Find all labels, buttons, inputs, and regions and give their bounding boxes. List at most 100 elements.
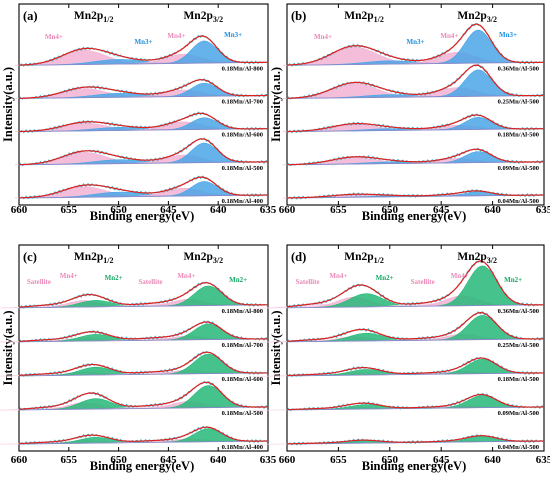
spectrum-2: 0.18Mn/Al-500	[282, 113, 545, 139]
spectrum-4: 0.18Mn/Al-400	[0, 425, 269, 451]
x-tick-label: 655	[61, 204, 78, 216]
background-line	[286, 338, 545, 343]
x-axis-label: Binding energy(eV)	[362, 209, 467, 223]
peak-label-mn2p12-main: Mn2p	[74, 251, 103, 263]
peak-label-mn2p32-sub: 3/2	[213, 15, 223, 24]
background-line	[18, 406, 269, 411]
envelope-line	[18, 176, 268, 199]
species-annotation: Mn4+	[329, 272, 347, 280]
x-tick-label: 640	[484, 204, 501, 216]
x-axis-label: Binding energy(eV)	[362, 459, 467, 473]
envelope-line	[18, 381, 268, 410]
peak-label-mn2p12-main: Mn2p	[74, 10, 103, 22]
sample-label: 0.18Mn/Al-800	[222, 65, 263, 72]
x-tick-label: 635	[260, 454, 277, 466]
spectrum-1: 0.18Mn/Al-700	[0, 320, 269, 349]
spectrum-0: 0.18Mn/Al-800	[14, 34, 269, 72]
species-annotation: Mn3+	[224, 31, 242, 39]
background-line	[286, 95, 545, 99]
spectrum-4: 0.04Mn/Al-500	[282, 189, 545, 205]
panel-tag: (c)	[23, 250, 37, 264]
envelope-line	[286, 312, 544, 342]
background-line	[18, 128, 269, 133]
spectrum-3: 0.18Mn/Al-500	[0, 380, 269, 417]
background-line	[286, 304, 545, 309]
x-tick-label: 655	[61, 454, 78, 466]
x-tick-label: 655	[330, 204, 347, 216]
sample-label: 0.18Mn/Al-500	[498, 132, 539, 139]
peak-label-mn2p32: Mn2p3/2	[183, 10, 223, 24]
x-tick-label: 660	[279, 204, 296, 216]
x-tick-label: 655	[330, 454, 347, 466]
sample-label: 0.18Mn/Al-400	[222, 444, 263, 451]
background-line	[18, 161, 269, 166]
peak-label-mn2p12-sub: 1/2	[103, 15, 113, 24]
sample-label: 0.18Mn/Al-600	[222, 376, 263, 383]
species-annotation: Mn4+	[45, 33, 63, 41]
spectrum-0: 0.36Mn/Al-500	[282, 22, 545, 72]
envelope-line	[286, 114, 544, 133]
plot-frame	[286, 3, 545, 206]
y-axis-label: Intensity(a.u.)	[1, 67, 15, 142]
peak-label-mn2p32-sub: 3/2	[487, 15, 497, 24]
spectrum-4: 0.18Mn/Al-400	[14, 175, 269, 205]
peak-label-mn2p32-sub: 3/2	[213, 256, 223, 265]
species-annotation: Mn2+	[504, 276, 522, 284]
peak-label-mn2p12-main: Mn2p	[344, 10, 373, 22]
sample-label: 0.09Mn/Al-500	[498, 165, 539, 172]
sample-label: 0.18Mn/Al-600	[222, 132, 263, 139]
envelope-line	[286, 393, 544, 411]
spectrum-2: 0.18Mn/Al-600	[14, 111, 269, 139]
sample-label: 0.36Mn/Al-500	[498, 65, 539, 72]
plot-frame	[18, 244, 269, 452]
species-annotation: Satellite	[411, 278, 435, 286]
spectrum-3: 0.09Mn/Al-500	[252, 392, 545, 417]
peak-label-mn2p32-main: Mn2p	[457, 10, 486, 22]
spectrum-2: 0.18Mn/Al-500	[252, 356, 545, 383]
species-annotation: Mn2+	[376, 274, 394, 282]
peak-label-mn2p12: Mn2p1/2	[74, 10, 114, 24]
peak-label-mn2p12-sub: 1/2	[374, 15, 384, 24]
spectrum-2: 0.18Mn/Al-600	[0, 350, 269, 383]
envelope-line	[18, 351, 268, 376]
peak-label-mn2p12: Mn2p1/2	[74, 251, 114, 265]
x-tick-label: 640	[210, 454, 227, 466]
panel-tag: (b)	[291, 9, 306, 23]
spectrum-4: 0.04Mn/Al-500	[252, 434, 545, 451]
plot-frame	[18, 3, 269, 206]
envelope-line	[18, 79, 268, 99]
peak-label-mn2p12-main: Mn2p	[344, 251, 373, 263]
panel-tag: (d)	[291, 250, 306, 264]
envelope-line	[286, 357, 544, 377]
x-tick-label: 660	[11, 454, 28, 466]
peak-label-mn2p32-main: Mn2p	[183, 10, 212, 22]
spectrum-0: 0.18Mn/Al-800	[0, 281, 269, 315]
x-tick-label: 640	[210, 204, 227, 216]
species-annotation: Mn2+	[105, 274, 123, 282]
sample-label: 0.04Mn/Al-500	[498, 444, 539, 451]
sample-label: 0.18Mn/Al-500	[222, 165, 263, 172]
x-tick-label: 645	[433, 454, 450, 466]
envelope-line	[286, 64, 544, 99]
species-annotation: Mn4+	[440, 32, 458, 40]
peak-label-mn2p32-sub: 3/2	[487, 256, 497, 265]
x-tick-label: 635	[536, 454, 550, 466]
envelope-line	[286, 260, 544, 308]
species-annotation: Mn4+	[314, 33, 332, 41]
species-annotation: Mn3+	[499, 31, 517, 39]
x-tick-label: 650	[110, 204, 127, 216]
background-line	[286, 61, 545, 66]
peak-label-mn2p32: Mn2p3/2	[457, 10, 497, 24]
sample-label: 0.18Mn/Al-700	[222, 342, 263, 349]
species-annotation: Satellite	[27, 278, 51, 286]
envelope-line	[286, 190, 544, 199]
panel-a: 660 655 650 645 640 635 Binding energy(eV) Inte…	[1, 3, 277, 223]
envelope-line	[18, 282, 268, 308]
background-line	[286, 406, 545, 411]
peak-label-mn2p32-main: Mn2p	[457, 251, 486, 263]
peak-label-mn2p32: Mn2p3/2	[457, 251, 497, 265]
sample-label: 0.25Mn/Al-500	[498, 342, 539, 349]
species-annotation: Mn3+	[407, 38, 425, 46]
species-annotation: Mn3+	[135, 38, 153, 46]
